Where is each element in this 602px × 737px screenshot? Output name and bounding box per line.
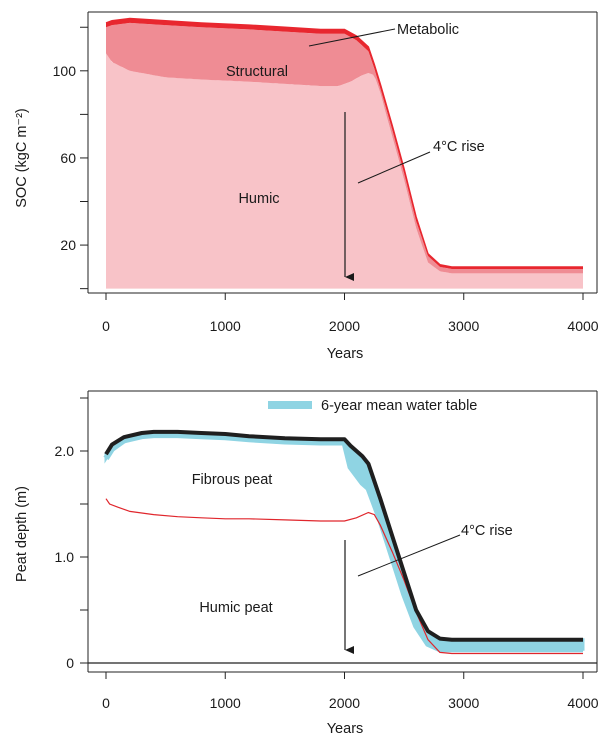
y-tick-label: 60 bbox=[60, 150, 76, 166]
x-tick-label: 2000 bbox=[329, 695, 360, 711]
legend-label-water-table: 6-year mean water table bbox=[321, 398, 477, 414]
peat-depth-chart: 0 1.0 2.0 0 1000 2000 3000 4000 6-year mean wat… bbox=[14, 390, 599, 737]
rise-top-leader-line bbox=[357, 151, 431, 184]
y-tick-label: 2.0 bbox=[55, 443, 75, 459]
water-table-line bbox=[103, 432, 583, 653]
x-tick-label: 1000 bbox=[210, 318, 241, 334]
y-tick-label: 20 bbox=[60, 237, 76, 253]
humic-boundary-line bbox=[105, 498, 583, 655]
x-tick-label: 1000 bbox=[210, 695, 241, 711]
x-axis-label-bottom: Years bbox=[327, 721, 364, 737]
structural-area bbox=[106, 22, 583, 274]
y-tick-label: 1.0 bbox=[55, 549, 75, 565]
y-axis-label-top: SOC (kgC m⁻²) bbox=[14, 108, 30, 207]
y-tick-label: 100 bbox=[53, 63, 77, 79]
peat-surface-line bbox=[104, 429, 583, 642]
peat-lines bbox=[103, 429, 585, 655]
label-structural: Structural bbox=[226, 64, 288, 80]
rise-bottom-leader-line bbox=[357, 534, 461, 577]
x-tick-label: 4000 bbox=[567, 318, 598, 334]
x-axis-label-top: Years bbox=[327, 346, 364, 362]
label-fibrous-peat: Fibrous peat bbox=[192, 472, 273, 488]
x-tick-label: 2000 bbox=[329, 318, 360, 334]
label-humic-peat: Humic peat bbox=[199, 600, 272, 616]
label-rise-bottom: 4°C rise bbox=[461, 523, 513, 539]
x-tick-label: 4000 bbox=[567, 695, 598, 711]
x-tick-label: 3000 bbox=[448, 695, 479, 711]
metabolic-line bbox=[105, 17, 583, 268]
legend: 6-year mean water table bbox=[268, 398, 477, 414]
metabolic-leader-line bbox=[308, 28, 396, 47]
y-axis-label-bottom: Peat depth (m) bbox=[14, 486, 30, 582]
x-tick-label: 0 bbox=[102, 695, 110, 711]
peat-axes: 0 1.0 2.0 0 1000 2000 3000 4000 bbox=[55, 390, 599, 711]
label-humic: Humic bbox=[238, 191, 279, 207]
label-metabolic: Metabolic bbox=[397, 22, 459, 38]
x-tick-label: 3000 bbox=[448, 318, 479, 334]
x-tick-label: 0 bbox=[102, 318, 110, 334]
label-rise-top: 4°C rise bbox=[433, 139, 485, 155]
y-tick-label: 0 bbox=[66, 655, 74, 671]
